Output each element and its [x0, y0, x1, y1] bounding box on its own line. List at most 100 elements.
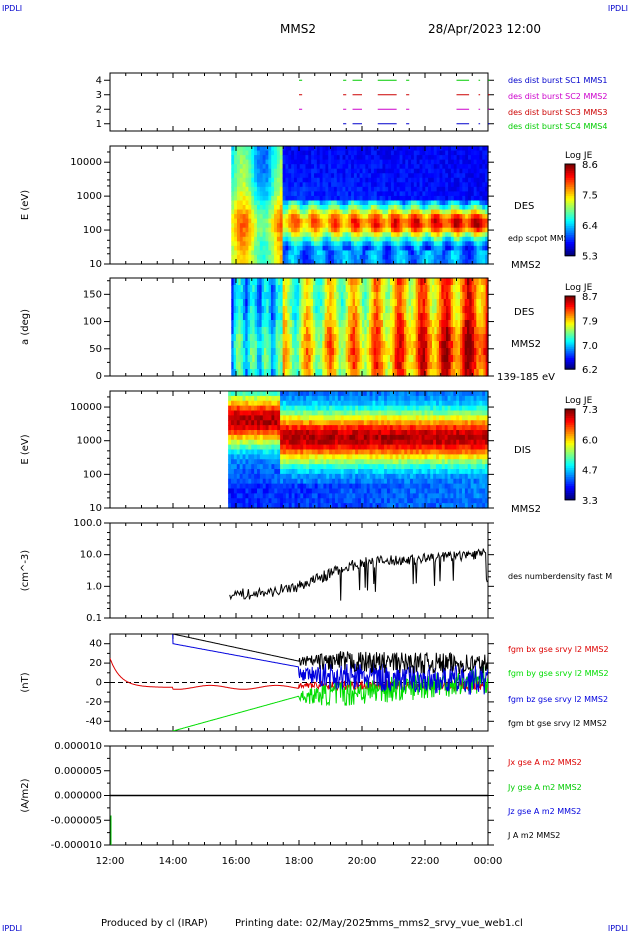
panel-label-mms2-3: MMS2: [511, 504, 541, 515]
panel-label-des: DES: [514, 201, 534, 212]
y-tick-label: -0.000005: [51, 815, 102, 826]
time-axis-label: 00:00: [474, 856, 503, 867]
date-title: 28/Apr/2023 12:00: [428, 22, 542, 36]
legend-j-3: J A m2 MMS2: [507, 831, 560, 840]
y-tick-label: 40: [89, 639, 102, 650]
colorbar-tick-2: 6.2: [582, 365, 598, 376]
y-axis-label-4: (cm^-3): [20, 550, 31, 591]
y-tick-label: 1000: [77, 436, 102, 447]
bt-series: [172, 634, 488, 675]
legend-b-0: fgm bx gse srvy l2 MMS2: [508, 645, 609, 654]
y-tick-label: 100.0: [73, 518, 102, 529]
footer-printing-date: Printing date: 02/May/2025: [235, 918, 372, 929]
time-axis-label: 16:00: [222, 856, 251, 867]
colorbar-tick-2: 7.9: [582, 316, 598, 327]
colorbar-title-1: Log JE: [565, 151, 593, 161]
time-axis-label: 20:00: [348, 856, 377, 867]
time-axis-label: 14:00: [159, 856, 188, 867]
y-tick-label: 100: [83, 469, 102, 480]
y-tick-label: 10000: [70, 157, 102, 168]
colorbar-title-3: Log JE: [565, 396, 593, 406]
y-tick-label: 0.1: [86, 613, 102, 624]
panel-label-dis: DIS: [514, 445, 531, 456]
corner-label-bottom-left: IPDLI: [2, 924, 23, 933]
panel-frame-0: [109, 72, 489, 132]
time-axis-label: 18:00: [285, 856, 314, 867]
bz-series: [172, 634, 488, 695]
colorbar-2: [564, 295, 576, 370]
y-tick-label: 50: [89, 344, 102, 355]
colorbar-tick-1: 5.3: [582, 252, 598, 263]
legend-j-2: Jz gse A m2 MMS2: [507, 807, 581, 816]
heatmap-cells-3: [228, 391, 489, 509]
y-tick-label: 0: [96, 678, 102, 689]
y-tick-label: 100: [83, 225, 102, 236]
colorbar-title-2: Log JE: [565, 283, 593, 293]
time-axis-label: 22:00: [411, 856, 440, 867]
y-axis-label-3: E (eV): [20, 434, 31, 464]
y-tick-label: 2: [96, 104, 102, 115]
heatmap-cells-2: [231, 278, 489, 377]
legend-burst-3: des dist burst SC3 MMS3: [508, 108, 607, 117]
footer-filename: mms_mms2_srvy_vue_web1.cl: [369, 918, 523, 929]
y-tick-label: 0.000010: [54, 741, 102, 752]
panel-label-scpot: edp scpot MMS2: [508, 234, 574, 243]
heatmap-cells-1: [231, 146, 489, 265]
density-series: [229, 548, 488, 601]
footer-produced-by: Produced by cl (IRAP): [101, 918, 208, 929]
y-tick-label: 150: [83, 289, 102, 300]
y-axis-label-1: E (eV): [20, 190, 31, 220]
y-tick-label: 0: [96, 371, 102, 382]
y-axis-label-5: (nT): [20, 672, 31, 692]
colorbar-tick-3: 6.0: [582, 435, 598, 446]
time-axis-label: 12:00: [96, 856, 125, 867]
spacecraft-title: MMS2: [280, 22, 316, 36]
y-tick-label: 100: [83, 317, 102, 328]
corner-label-bottom-right: IPDLI: [607, 924, 628, 933]
panel-frame-4: [109, 522, 489, 619]
bfield-series-group: [110, 634, 488, 731]
y-tick-label: 3: [96, 90, 102, 101]
y-tick-label: -0.000010: [51, 840, 102, 851]
legend-burst-1: des dist burst SC1 MMS1: [508, 76, 607, 85]
colorbar-tick-3: 3.3: [582, 496, 598, 507]
legend-b-3: fgm bt gse srvy l2 MMS2: [508, 719, 607, 728]
y-tick-label: -20: [86, 697, 102, 708]
colorbar-tick-1: 8.6: [582, 160, 598, 171]
legend-burst-4: des dist burst SC4 MMS4: [508, 122, 607, 131]
corner-label-top-left: IPDLI: [2, 4, 23, 13]
legend-b-2: fgm bz gse srvy l2 MMS2: [508, 695, 608, 704]
colorbar-tick-3: 7.3: [582, 405, 598, 416]
y-tick-label: 10: [89, 259, 102, 270]
legend-b-1: fgm by gse srvy l2 MMS2: [508, 669, 609, 678]
colorbar-tick-1: 6.4: [582, 221, 598, 232]
y-axis-label-2: a (deg): [20, 309, 31, 345]
corner-label-top-right: IPDLI: [607, 4, 628, 13]
y-tick-label: 10000: [70, 402, 102, 413]
y-tick-label: 20: [89, 658, 102, 669]
y-tick-label: 0.000000: [54, 791, 102, 802]
legend-density: des numberdensity fast M: [508, 572, 612, 581]
panel-label-mms2-1: MMS2: [511, 260, 541, 271]
y-axis-label-6: (A/m2): [20, 778, 31, 812]
y-tick-label: 1.0: [86, 581, 102, 592]
legend-j-1: Jy gse A m2 MMS2: [507, 783, 582, 792]
legend-j-0: Jx gse A m2 MMS2: [507, 758, 582, 767]
colorbar-tick-2: 7.0: [582, 341, 598, 352]
colorbar-1: [564, 163, 576, 257]
y-tick-label: 1000: [77, 191, 102, 202]
colorbar-tick-3: 4.7: [582, 466, 598, 477]
panel-label-energy-range: 139-185 eV: [497, 372, 555, 383]
y-tick-label: 10.0: [80, 550, 102, 561]
panel-label-des-pa: DES: [514, 307, 534, 318]
colorbar-tick-1: 7.5: [582, 191, 598, 202]
y-tick-label: -40: [86, 716, 102, 727]
panel-label-mms2-2: MMS2: [511, 339, 541, 350]
y-tick-label: 10: [89, 503, 102, 514]
colorbar-3: [564, 408, 576, 501]
y-tick-label: 4: [96, 75, 102, 86]
y-tick-label: 0.000005: [54, 766, 102, 777]
y-tick-label: 1: [96, 119, 102, 130]
legend-burst-2: des dist burst SC2 MMS2: [508, 92, 607, 101]
